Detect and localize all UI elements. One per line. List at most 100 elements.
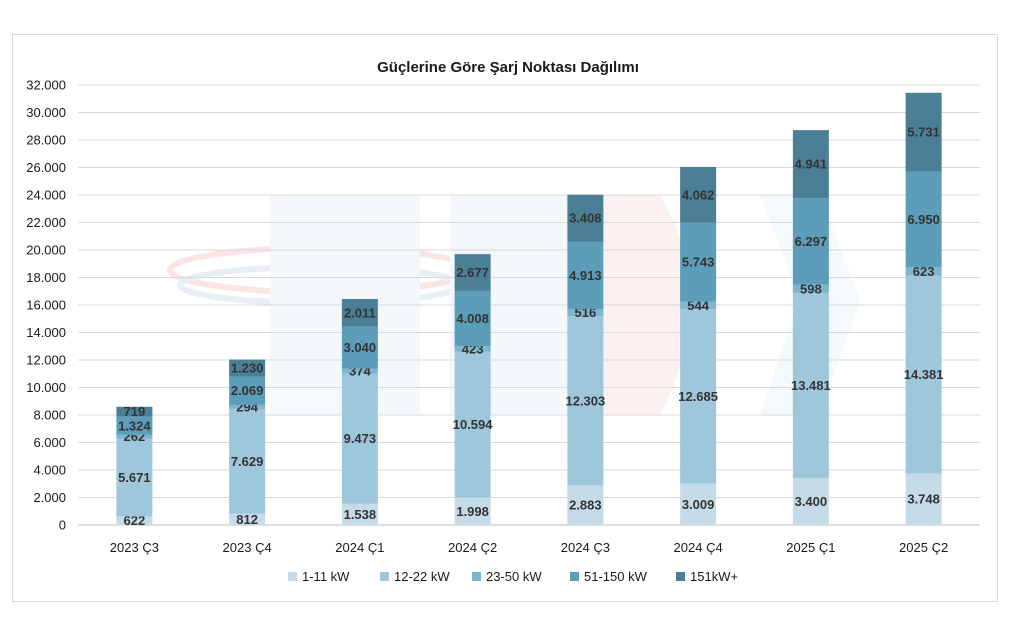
data-label: 9.473 bbox=[344, 431, 377, 446]
x-tick-label: 2023 Ç3 bbox=[110, 540, 159, 555]
chart-frame bbox=[12, 34, 998, 602]
data-label: 2.677 bbox=[456, 265, 489, 280]
x-tick-label: 2024 Ç1 bbox=[335, 540, 384, 555]
data-label: 5.731 bbox=[907, 125, 940, 140]
y-tick-label: 10.000 bbox=[26, 380, 66, 395]
data-label: 3.400 bbox=[795, 494, 828, 509]
bar-segment bbox=[792, 292, 829, 479]
bar-segment bbox=[116, 516, 153, 525]
chart-title: Güçlerine Göre Şarj Noktası Dağılımı bbox=[377, 59, 639, 76]
data-label: 1.230 bbox=[231, 360, 264, 375]
y-tick-label: 18.000 bbox=[26, 270, 66, 285]
legend-swatch bbox=[472, 572, 481, 581]
data-label: 1.998 bbox=[456, 504, 489, 519]
bar-segment bbox=[116, 406, 153, 417]
legend-label: 12-22 kW bbox=[394, 569, 450, 584]
data-label: 10.594 bbox=[453, 417, 494, 432]
bar-segment bbox=[680, 483, 717, 525]
x-axis: 2023 Ç3 2023 Ç4 2024 Ç1 2024 Ç2 2024 Ç3 2024 … bbox=[110, 540, 948, 555]
y-tick-label: 28.000 bbox=[26, 133, 66, 148]
data-label: 2.883 bbox=[569, 498, 602, 513]
data-label: 598 bbox=[800, 281, 822, 296]
bar-segment bbox=[905, 171, 942, 268]
data-label: 812 bbox=[236, 512, 258, 527]
bar-segment bbox=[680, 166, 717, 223]
y-tick-label: 14.000 bbox=[26, 325, 66, 340]
data-label: 3.748 bbox=[907, 492, 940, 507]
bar-segment bbox=[454, 497, 491, 525]
data-label: 622 bbox=[124, 513, 146, 528]
bar-segment bbox=[116, 438, 153, 517]
x-tick-label: 2024 Ç4 bbox=[674, 540, 723, 555]
bar-segment bbox=[905, 275, 942, 474]
legend: 1-11 kW 12-22 kW 23-50 kW 51-150 kW 151kW+ bbox=[288, 569, 738, 584]
x-tick-label: 2024 Ç3 bbox=[561, 540, 610, 555]
bar-segment bbox=[567, 485, 604, 525]
bar-segment bbox=[454, 346, 491, 352]
bar-segment bbox=[905, 473, 942, 525]
legend-label: 1-11 kW bbox=[302, 569, 350, 584]
data-label: 13.481 bbox=[791, 378, 831, 393]
data-label: 6.950 bbox=[907, 212, 940, 227]
bar-segment bbox=[454, 351, 491, 498]
bar-segment bbox=[341, 326, 378, 369]
gridlines bbox=[78, 84, 980, 526]
y-tick-label: 30.000 bbox=[26, 105, 66, 120]
bar-segment bbox=[454, 290, 491, 347]
legend-label: 23-50 kW bbox=[486, 569, 542, 584]
data-label: 4.008 bbox=[456, 311, 489, 326]
x-tick-label: 2023 Ç4 bbox=[223, 540, 272, 555]
bar-segment bbox=[905, 267, 942, 276]
data-label: 4.941 bbox=[795, 157, 828, 172]
data-label: 4.913 bbox=[569, 268, 602, 283]
data-label: 3.040 bbox=[344, 340, 377, 355]
bar-segment bbox=[680, 309, 717, 484]
bar-segment bbox=[792, 198, 829, 285]
bar-segment bbox=[567, 241, 604, 310]
y-tick-label: 4.000 bbox=[33, 463, 66, 478]
legend-swatch bbox=[380, 572, 389, 581]
y-axis: 0 2.000 4.000 6.000 8.000 10.000 12.000 14.000 1… bbox=[26, 78, 66, 533]
data-label: 2.069 bbox=[231, 383, 264, 398]
bar-segment bbox=[341, 373, 378, 504]
y-tick-label: 26.000 bbox=[26, 160, 66, 175]
bar-segment bbox=[229, 513, 266, 525]
bar-segment bbox=[792, 284, 829, 293]
bar-segment bbox=[792, 478, 829, 525]
x-tick-label: 2025 Ç2 bbox=[899, 540, 948, 555]
y-tick-label: 16.000 bbox=[26, 298, 66, 313]
bar-segment bbox=[341, 503, 378, 525]
data-label: 5.743 bbox=[682, 255, 715, 270]
y-tick-label: 24.000 bbox=[26, 188, 66, 203]
data-label: 12.685 bbox=[678, 389, 718, 404]
legend-label: 51-150 kW bbox=[584, 569, 648, 584]
bar-segment bbox=[229, 408, 266, 514]
data-label: 719 bbox=[124, 404, 146, 419]
data-label: 1.324 bbox=[118, 418, 151, 433]
data-label: 1.538 bbox=[344, 507, 377, 522]
bar-segment bbox=[680, 301, 717, 310]
bar-segment bbox=[341, 299, 378, 327]
bar-segment bbox=[567, 309, 604, 317]
bar-segment bbox=[229, 376, 266, 405]
legend-swatch bbox=[570, 572, 579, 581]
y-tick-label: 2.000 bbox=[33, 490, 66, 505]
y-tick-label: 12.000 bbox=[26, 353, 66, 368]
bar-segment bbox=[116, 434, 153, 439]
y-tick-label: 32.000 bbox=[26, 78, 66, 93]
bar-segment bbox=[792, 130, 829, 199]
bar-segment bbox=[567, 316, 604, 486]
data-label: 3.009 bbox=[682, 497, 715, 512]
data-label: 3.408 bbox=[569, 211, 602, 226]
y-tick-label: 6.000 bbox=[33, 435, 66, 450]
legend-swatch bbox=[676, 572, 685, 581]
bar-segment bbox=[680, 222, 717, 302]
bar-segment bbox=[229, 359, 266, 377]
x-tick-label: 2025 Ç1 bbox=[786, 540, 835, 555]
y-tick-label: 20.000 bbox=[26, 243, 66, 258]
legend-label: 151kW+ bbox=[690, 569, 738, 584]
data-label: 12.303 bbox=[565, 393, 605, 408]
data-label: 14.381 bbox=[904, 367, 944, 382]
bars: 6225.6712621.3247198127.6292942.0691.230… bbox=[116, 92, 944, 528]
data-label: 4.062 bbox=[682, 187, 715, 202]
